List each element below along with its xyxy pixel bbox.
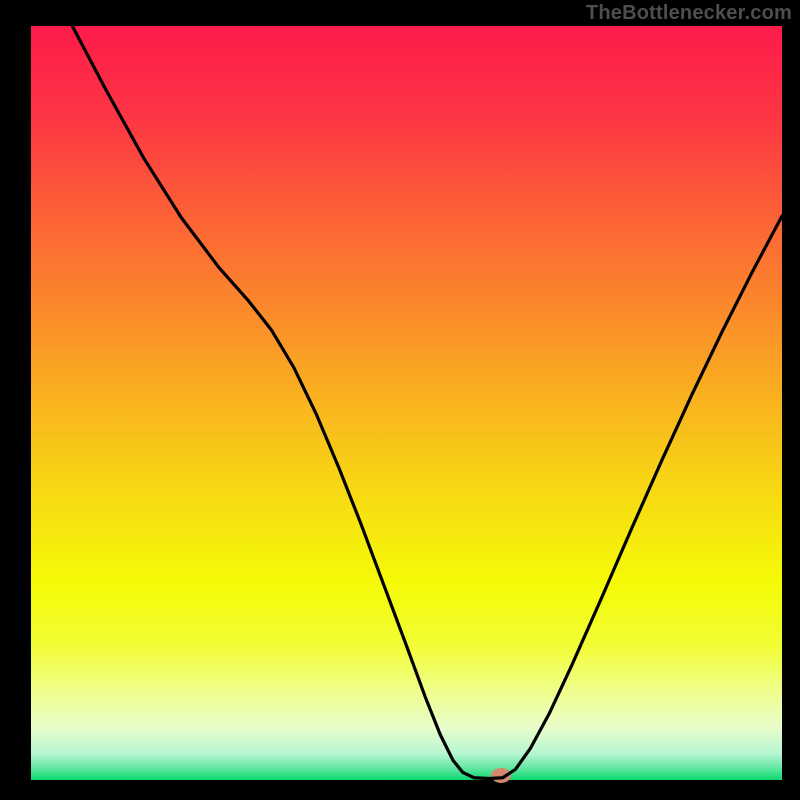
watermark-text: TheBottlenecker.com — [586, 2, 792, 25]
plot-background — [31, 26, 782, 780]
chart-container: TheBottlenecker.com — [0, 0, 800, 800]
bottleneck-chart — [0, 0, 800, 800]
